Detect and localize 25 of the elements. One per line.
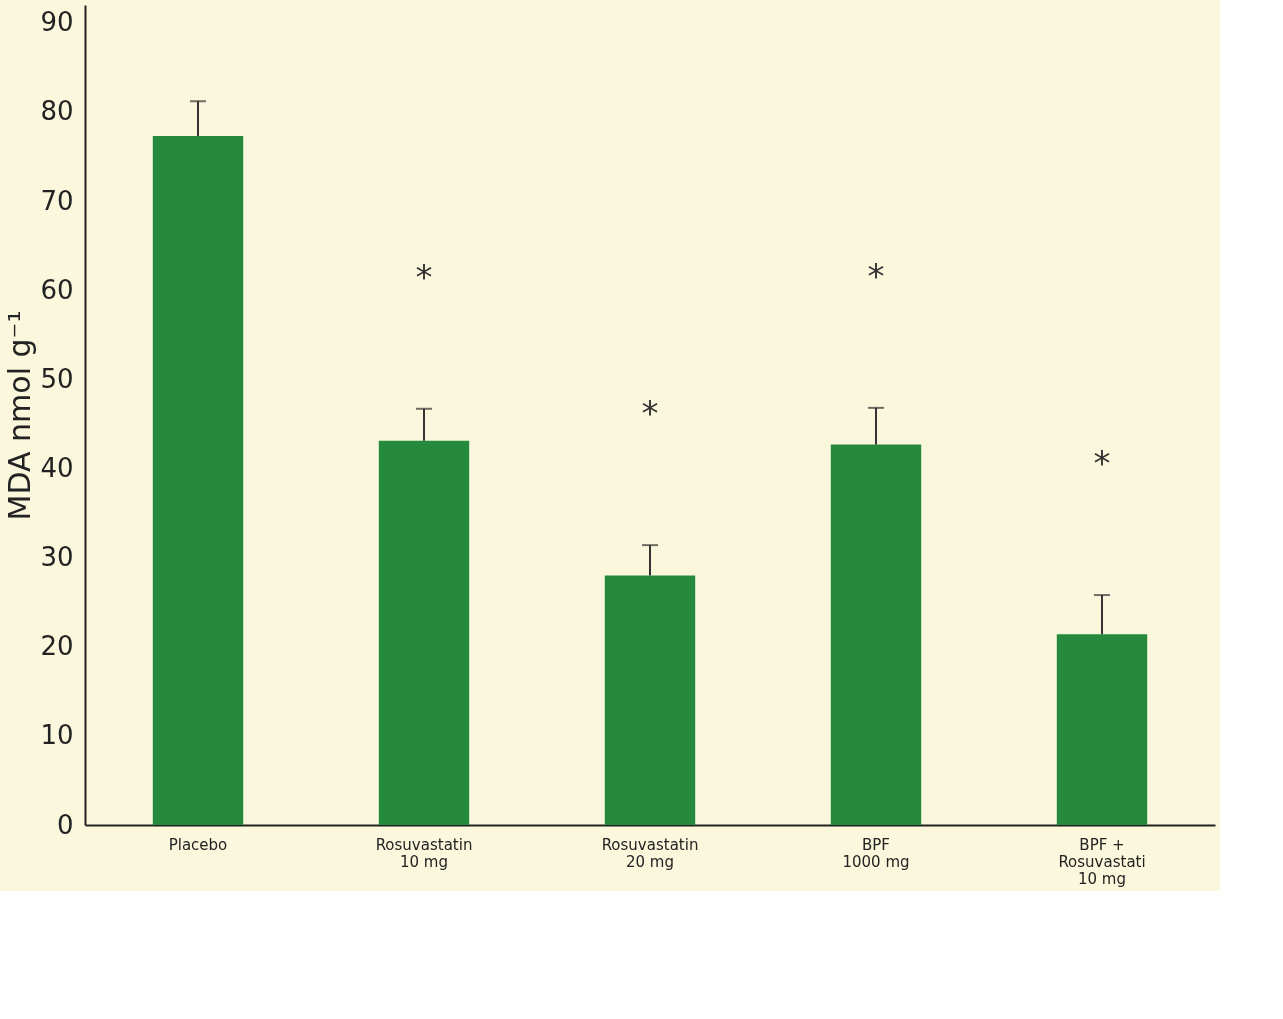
x-tick-label: Rosuvastatin 10 mg (375, 835, 473, 871)
y-tick-label: 20 (40, 631, 74, 662)
y-tick-label: 10 (40, 720, 74, 751)
y-tick-label: 90 (40, 7, 74, 38)
annotation: * (1093, 443, 1111, 484)
x-tick-label: BPF 1000 mg (842, 835, 910, 871)
x-tick-label: Placebo (168, 835, 228, 854)
y-tick-label: 60 (40, 274, 74, 305)
y-tick-label: 40 (40, 452, 74, 483)
y-tick-label: 50 (40, 363, 74, 394)
bar (830, 444, 922, 825)
bar (1056, 634, 1148, 825)
x-tick-label: BPF + Rosuvastati 10 mg (1058, 835, 1146, 888)
bar (152, 136, 244, 825)
bar (604, 575, 696, 825)
y-tick-label: 70 (40, 185, 74, 216)
x-tick-label: Rosuvastatin 20 mg (601, 835, 699, 871)
annotation: * (641, 393, 659, 434)
y-tick-label: 30 (40, 542, 74, 573)
y-tick-label: 80 (40, 96, 74, 127)
y-axis-title: MDA nmol g⁻¹ (2, 310, 38, 521)
annotation: * (867, 255, 885, 296)
bar (378, 440, 470, 825)
annotation: * (415, 256, 433, 297)
y-tick-label: 0 (56, 809, 74, 840)
